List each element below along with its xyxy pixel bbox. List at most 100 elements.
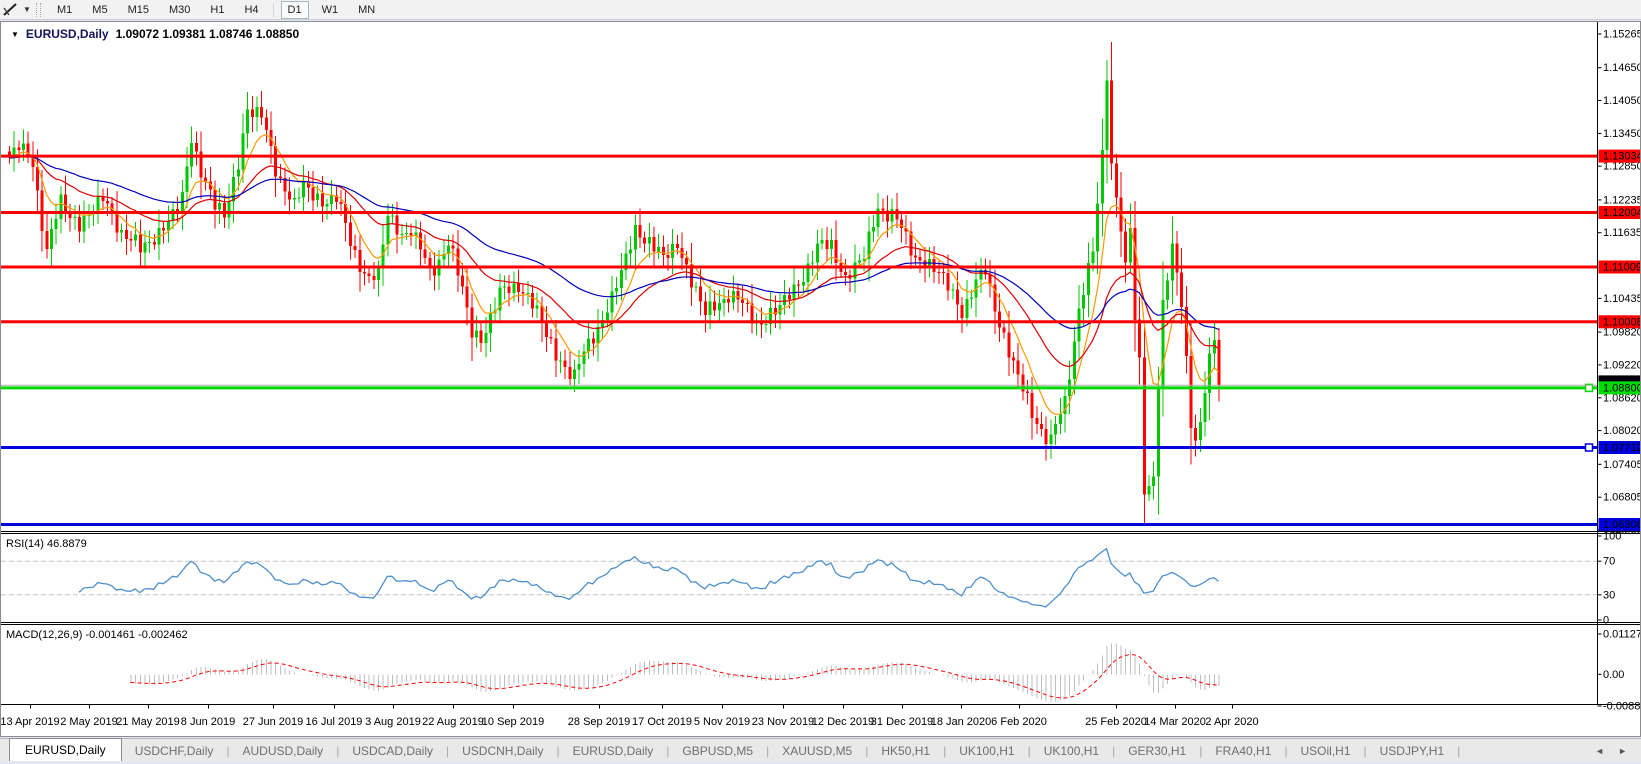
chart-tab-fra40-h1[interactable]: FRA40,H1 [1215, 743, 1272, 758]
svg-text:1.08800: 1.08800 [1603, 382, 1640, 394]
svg-text:1.08020: 1.08020 [1603, 425, 1640, 437]
svg-text:0: 0 [1603, 615, 1609, 627]
svg-text:5 Nov 2019: 5 Nov 2019 [694, 716, 750, 728]
chart-tab-gbpusd-m5[interactable]: GBPUSD,M5 [682, 743, 754, 758]
svg-text:1.06306: 1.06306 [1603, 519, 1640, 531]
svg-text:27 Jun 2019: 27 Jun 2019 [243, 716, 304, 728]
svg-text:0.011277: 0.011277 [1603, 629, 1640, 641]
tab-separator: | [336, 743, 340, 758]
toolbar-separator [272, 2, 274, 17]
tab-scroll-controls: ◄ ► [1595, 739, 1641, 762]
chart-tabs-bar: EURUSD,Daily USDCHF,Daily | AUDUSD,Daily | US… [0, 738, 1641, 762]
svg-text:30: 30 [1603, 589, 1615, 601]
tool-dropdown-icon[interactable]: ▼ [23, 5, 31, 14]
timeframe-toolbar: ▼ M1 M5 M15 M30 H1 H4 D1 W1 MN [0, 0, 1641, 20]
timeframe-button-h1[interactable]: H1 [210, 3, 225, 16]
svg-text:0.00: 0.00 [1603, 669, 1624, 681]
chart-canvas[interactable]: 1.15265 1.14650 1.14050 1.13450 1.12850 1.122… [1, 22, 1640, 736]
tabs-scroll-right-icon[interactable]: ► [1618, 745, 1627, 756]
svg-text:1.12850: 1.12850 [1603, 161, 1640, 173]
chart-tab-eurusd-daily[interactable]: EURUSD,Daily [9, 738, 122, 761]
svg-text:2 Apr 2020: 2 Apr 2020 [1205, 716, 1258, 728]
svg-text:1.09220: 1.09220 [1603, 359, 1640, 371]
svg-text:1.08620: 1.08620 [1603, 392, 1640, 404]
svg-text:18 Jan 2020: 18 Jan 2020 [931, 716, 992, 728]
svg-text:28 Sep 2019: 28 Sep 2019 [568, 716, 630, 728]
chart-tab-usdchf-daily[interactable]: USDCHF,Daily [134, 743, 214, 758]
chart-tab-uk100-h1[interactable]: UK100,H1 [959, 743, 1015, 758]
svg-text:1.14650: 1.14650 [1603, 62, 1640, 74]
timeframe-button-d1[interactable]: D1 [280, 0, 309, 19]
svg-text:2 May 2019: 2 May 2019 [60, 716, 117, 728]
tab-separator: | [556, 743, 560, 758]
tab-separator: | [1199, 743, 1203, 758]
svg-text:1.12235: 1.12235 [1603, 194, 1640, 206]
svg-text:1.14050: 1.14050 [1603, 95, 1640, 107]
svg-text:8 Jun 2019: 8 Jun 2019 [181, 716, 235, 728]
svg-text:16 Jul 2019: 16 Jul 2019 [306, 716, 363, 728]
chart-tabs: EURUSD,Daily USDCHF,Daily | AUDUSD,Daily | US… [0, 738, 1461, 762]
svg-text:1.12004: 1.12004 [1603, 207, 1640, 219]
tab-separator: | [1027, 743, 1031, 758]
svg-text:25 Feb 2020: 25 Feb 2020 [1085, 716, 1147, 728]
tab-separator: | [226, 743, 230, 758]
chart-tab-uk100-h1[interactable]: UK100,H1 [1043, 743, 1100, 758]
svg-text:1.11635: 1.11635 [1603, 227, 1640, 239]
tab-separator: | [943, 743, 947, 758]
svg-text:1.11009: 1.11009 [1603, 262, 1640, 274]
svg-text:6 Feb 2020: 6 Feb 2020 [991, 716, 1047, 728]
tabs-scroll-left-icon[interactable]: ◄ [1595, 745, 1605, 756]
svg-text:31 Dec 2019: 31 Dec 2019 [871, 716, 933, 728]
svg-text:1.09820: 1.09820 [1603, 327, 1640, 339]
timeframe-buttons: M1 M5 M15 M30 H1 H4 D1 W1 MN [47, 0, 385, 19]
tab-separator: | [1112, 743, 1116, 758]
tab-separator: | [1284, 743, 1288, 758]
svg-text:14 Mar 2020: 14 Mar 2020 [1144, 716, 1206, 728]
svg-text:1.06805: 1.06805 [1603, 492, 1640, 504]
timeframe-button-h4[interactable]: H4 [244, 3, 259, 16]
svg-text:1.10435: 1.10435 [1603, 293, 1640, 305]
svg-text:1.15265: 1.15265 [1603, 29, 1640, 41]
crosshair-line-tool-glyph [2, 3, 17, 16]
svg-text:1.10008: 1.10008 [1603, 316, 1640, 328]
tab-separator: | [1363, 743, 1367, 758]
svg-text:22 Aug 2019: 22 Aug 2019 [422, 716, 484, 728]
svg-text:17 Oct 2019: 17 Oct 2019 [632, 716, 692, 728]
timeframe-button-m5[interactable]: M5 [92, 3, 108, 16]
toolbar-grip-handle[interactable] [36, 2, 41, 17]
timeframe-button-m1[interactable]: M1 [57, 3, 73, 16]
svg-text:1.07712: 1.07712 [1603, 442, 1640, 454]
timeframe-button-m30[interactable]: M30 [168, 3, 191, 16]
timeframe-button-w1[interactable]: W1 [321, 3, 339, 16]
svg-text:12 Dec 2019: 12 Dec 2019 [812, 716, 874, 728]
chart-tab-ger30-h1[interactable]: GER30,H1 [1128, 743, 1187, 758]
svg-text:13 Apr 2019: 13 Apr 2019 [1, 716, 60, 728]
chart-tab-usdjpy-h1[interactable]: USDJPY,H1 [1379, 743, 1445, 758]
tab-separator: | [446, 743, 450, 758]
chart-tab-xauusd-m5[interactable]: XAUUSD,M5 [782, 743, 853, 758]
svg-text:1.13034: 1.13034 [1603, 151, 1640, 163]
chart-tab-usdcad-daily[interactable]: USDCAD,Daily [352, 743, 433, 758]
chart-tab-usoil-h1[interactable]: USOil,H1 [1300, 743, 1351, 758]
svg-text:23 Nov 2019: 23 Nov 2019 [752, 716, 814, 728]
chart-tab-eurusd-daily[interactable]: EURUSD,Daily [572, 743, 654, 758]
svg-text:1.13450: 1.13450 [1603, 128, 1640, 140]
tab-separator: | [1457, 743, 1461, 758]
chart-tab-usdcnh-daily[interactable]: USDCNH,Daily [462, 743, 544, 758]
chart-window[interactable]: 1.15265 1.14650 1.14050 1.13450 1.12850 1.122… [0, 21, 1641, 737]
timeframe-button-m15[interactable]: M15 [127, 3, 149, 16]
svg-text:70: 70 [1603, 556, 1615, 568]
svg-text:100: 100 [1603, 531, 1621, 543]
svg-text:10 Sep 2019: 10 Sep 2019 [482, 716, 544, 728]
svg-text:1.07405: 1.07405 [1603, 459, 1640, 471]
tab-separator: | [666, 743, 670, 758]
tab-separator: | [865, 743, 869, 758]
svg-text:3 Aug 2019: 3 Aug 2019 [365, 716, 421, 728]
chart-tab-audusd-daily[interactable]: AUDUSD,Daily [242, 743, 324, 758]
timeframe-button-mn[interactable]: MN [358, 3, 376, 16]
crosshair-line-tool-icon[interactable] [0, 1, 20, 19]
svg-text:21 May 2019: 21 May 2019 [116, 716, 180, 728]
chart-tab-hk50-h1[interactable]: HK50,H1 [881, 743, 931, 758]
svg-text:-0.008845: -0.008845 [1603, 701, 1640, 713]
